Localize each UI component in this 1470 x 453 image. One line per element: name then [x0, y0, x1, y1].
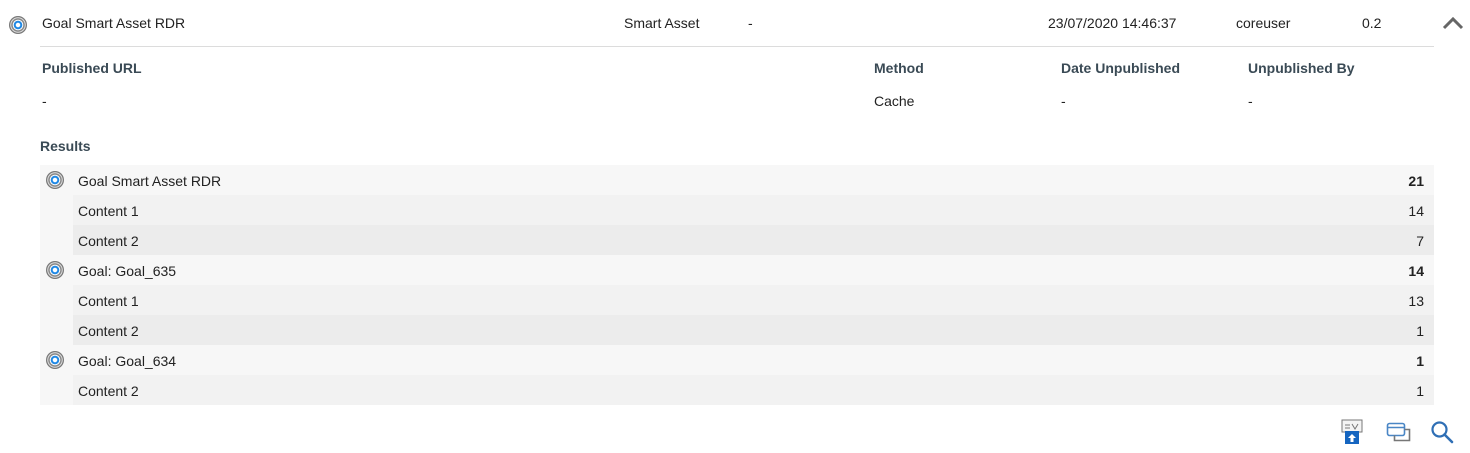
unpublished-by-label: Unpublished By	[1248, 60, 1355, 76]
row-background	[73, 315, 1434, 345]
row-name: Content 2	[78, 233, 139, 249]
row-value: 1	[1416, 353, 1424, 369]
row-background	[73, 375, 1434, 405]
row-background	[73, 225, 1434, 255]
method-label: Method	[874, 60, 924, 76]
row-value: 13	[1408, 293, 1424, 309]
date-unpublished-label: Date Unpublished	[1061, 60, 1181, 76]
row-background	[73, 285, 1434, 315]
asset-status: -	[748, 15, 753, 31]
row-value: 1	[1416, 323, 1424, 339]
content-row: Content 2 1	[40, 375, 1434, 405]
row-background	[73, 195, 1434, 225]
content-row: Content 1 13	[40, 285, 1434, 315]
goal-icon	[9, 16, 27, 34]
asset-date: 23/07/2020 14:46:37	[1048, 15, 1177, 31]
asset-type: Smart Asset	[624, 15, 700, 31]
row-name: Content 2	[78, 323, 139, 339]
search-icon[interactable]	[1430, 420, 1454, 444]
row-name: Goal: Goal_634	[78, 353, 177, 369]
row-value: 14	[1408, 203, 1424, 219]
row-value: 14	[1408, 263, 1424, 279]
chevron-up-icon[interactable]	[1442, 16, 1464, 30]
row-value: 7	[1416, 233, 1424, 249]
content-row: Content 1 14	[40, 195, 1434, 225]
asset-user: coreuser	[1236, 15, 1291, 31]
divider	[40, 46, 1434, 47]
goal-row: Goal: Goal_634 1	[40, 345, 1434, 375]
windows-icon[interactable]	[1386, 421, 1412, 443]
row-name: Goal: Goal_635	[78, 263, 177, 279]
method-value: Cache	[874, 93, 915, 109]
row-name: Content 1	[78, 203, 139, 219]
row-value: 1	[1416, 383, 1424, 399]
unpublished-by-value: -	[1248, 93, 1253, 109]
goal-icon	[46, 171, 64, 189]
asset-name: Goal Smart Asset RDR	[42, 15, 186, 31]
content-row: Content 2 1	[40, 315, 1434, 345]
date-unpublished-value: -	[1061, 93, 1066, 109]
goal-icon	[46, 351, 64, 369]
publish-icon[interactable]	[1340, 419, 1364, 445]
content-row: Content 2 7	[40, 225, 1434, 255]
row-value: 21	[1408, 173, 1424, 189]
goal-row: Goal Smart Asset RDR 21	[40, 165, 1434, 195]
published-url-label: Published URL	[42, 60, 142, 76]
row-name: Goal Smart Asset RDR	[78, 173, 222, 189]
published-url-value: -	[42, 93, 47, 109]
goal-row: Goal: Goal_635 14	[40, 255, 1434, 285]
results-label: Results	[40, 138, 91, 154]
row-name: Content 2	[78, 383, 139, 399]
asset-version: 0.2	[1362, 15, 1382, 31]
row-name: Content 1	[78, 293, 139, 309]
results-table: Goal Smart Asset RDR 21 Content 1 14 Content…	[40, 165, 1434, 405]
goal-icon	[46, 261, 64, 279]
